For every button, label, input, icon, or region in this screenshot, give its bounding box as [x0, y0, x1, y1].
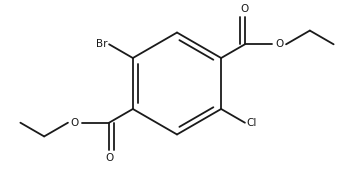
- Text: O: O: [275, 39, 284, 49]
- Text: O: O: [70, 118, 79, 128]
- Text: Cl: Cl: [247, 118, 257, 128]
- Text: Br: Br: [96, 39, 107, 49]
- Text: O: O: [105, 153, 113, 163]
- Text: O: O: [241, 4, 249, 14]
